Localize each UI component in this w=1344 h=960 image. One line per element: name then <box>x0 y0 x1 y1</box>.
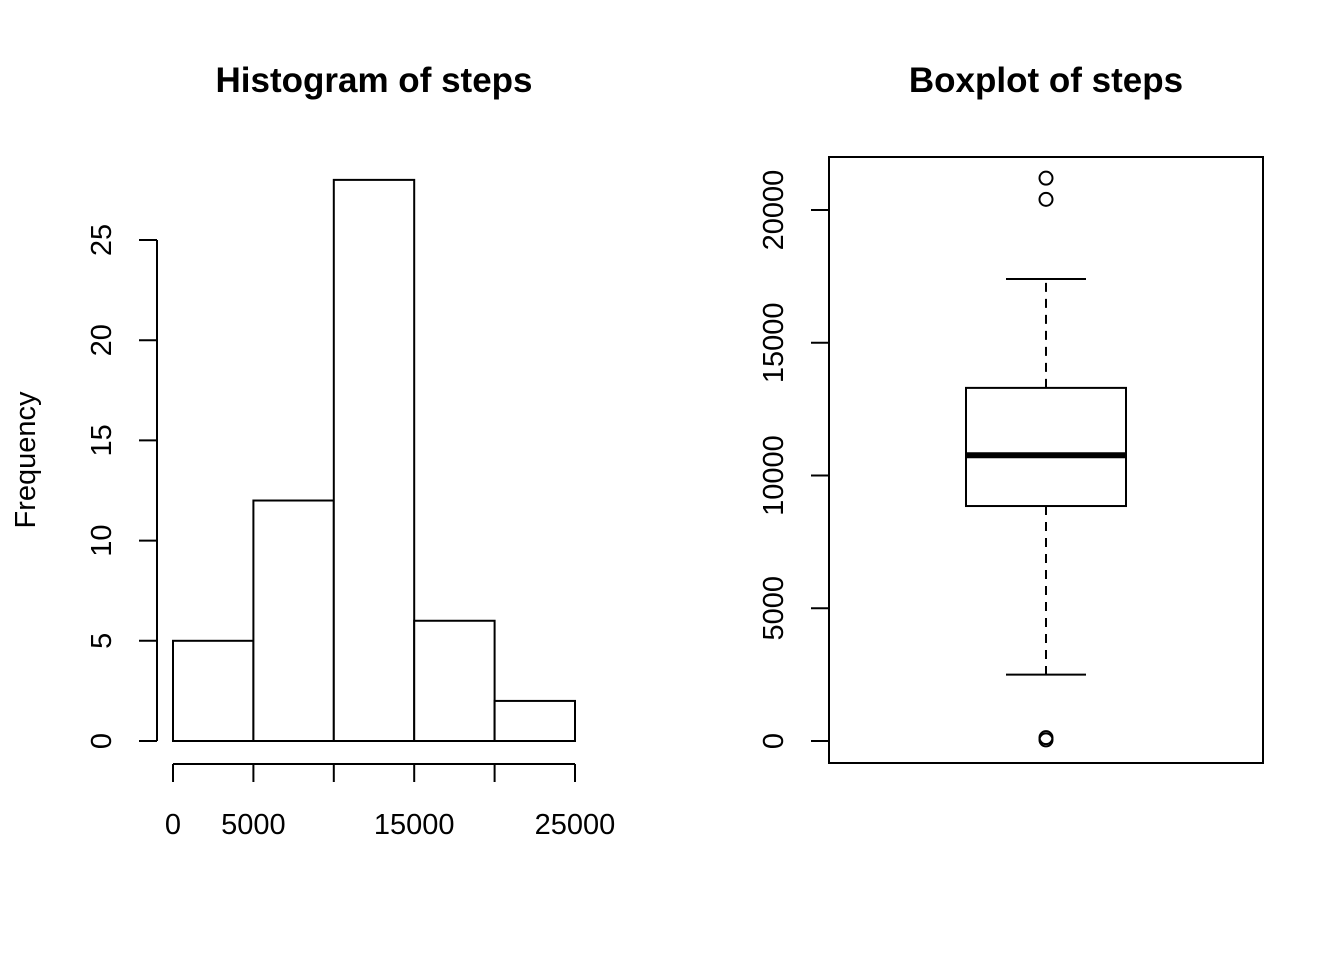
histogram-y-tick-label: 5 <box>86 633 118 649</box>
histogram-title: Histogram of steps <box>216 61 533 100</box>
histogram-bar <box>493 699 577 742</box>
boxplot-y-tick-label: 20000 <box>758 170 790 251</box>
boxplot-y-axis: 0 5000 10000 15000 20000 <box>758 170 830 749</box>
histogram-panel: Histogram of steps Frequency 0510152025 … <box>10 61 615 841</box>
histogram-bars <box>172 178 577 743</box>
boxplot-y-tick-label: 5000 <box>758 576 790 641</box>
boxplot-title: Boxplot of steps <box>909 61 1183 100</box>
boxplot-outlier-point <box>1038 170 1054 186</box>
histogram-y-tick-label: 10 <box>86 524 118 556</box>
boxplot-y-tick-label: 10000 <box>758 435 790 516</box>
histogram-x-tick-label: 25000 <box>535 809 616 841</box>
histogram-bar <box>172 639 255 742</box>
boxplot-box <box>965 386 1127 508</box>
histogram-y-tick-label: 0 <box>86 733 118 749</box>
histogram-bar <box>332 178 416 742</box>
histogram-y-axis: 0 5 10 15 20 25 <box>86 224 158 749</box>
boxplot-body <box>965 170 1127 748</box>
histogram-x-tick-label: 5000 <box>221 809 286 841</box>
boxplot-outlier-point <box>1038 191 1054 207</box>
histogram-y-tick-label: 25 <box>86 224 118 256</box>
boxplot-y-tick-label: 15000 <box>758 302 790 383</box>
boxplot-outlier-point <box>1038 730 1054 746</box>
histogram-x-tick-label: 15000 <box>374 809 455 841</box>
boxplot-panel: Boxplot of steps 0 5000 10000 15000 20000 <box>758 61 1264 764</box>
histogram-x-axis: 0 5000 15000 25000 <box>165 763 616 841</box>
histogram-y-tick-label: 20 <box>86 324 118 356</box>
histogram-x-tick-label: 0 <box>165 809 181 841</box>
boxplot-y-tick-label: 0 <box>758 733 790 749</box>
histogram-y-tick-label: 15 <box>86 424 118 456</box>
histogram-bar <box>413 619 496 743</box>
histogram-y-axis-label: Frequency <box>10 391 42 529</box>
histogram-bar <box>252 499 335 742</box>
